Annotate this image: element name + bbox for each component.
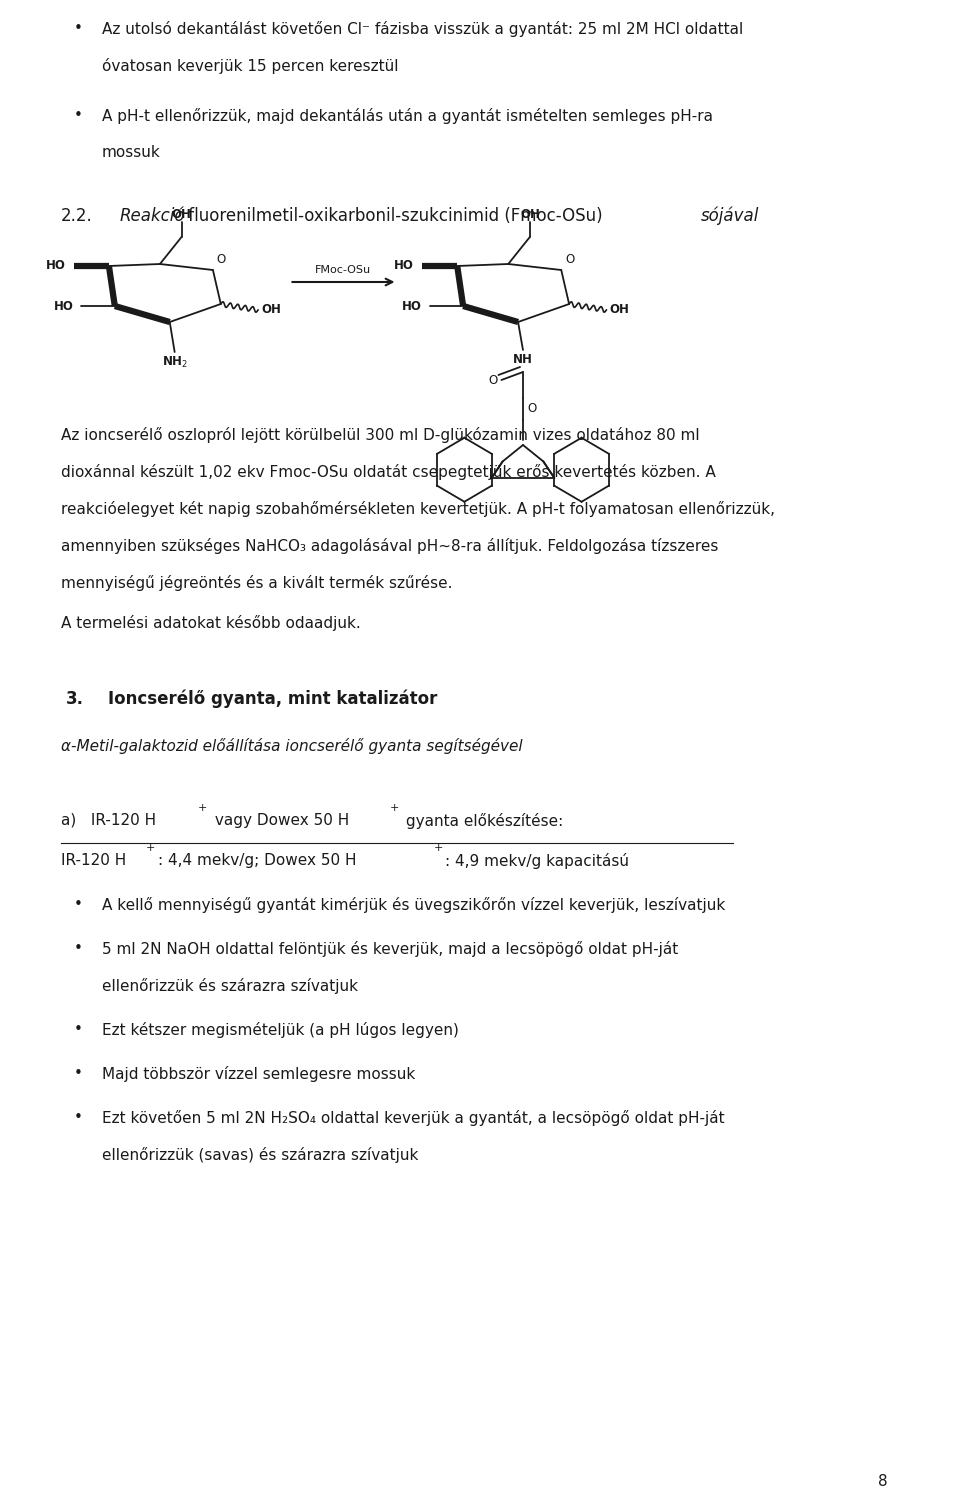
Text: a)   IR-120 H: a) IR-120 H: [60, 813, 156, 828]
Text: HO: HO: [54, 299, 74, 312]
Text: reakcióelegyet két napig szobahőmérsékleten kevertetjük. A pH-t folyamatosan ell: reakcióelegyet két napig szobahőmérsékle…: [60, 501, 775, 518]
Text: HO: HO: [402, 299, 421, 312]
Text: ellenőrizzük (savas) és szárazra szívatjuk: ellenőrizzük (savas) és szárazra szívatj…: [102, 1147, 419, 1163]
Text: OH: OH: [520, 208, 540, 220]
Text: 3.: 3.: [65, 690, 84, 708]
Text: •: •: [74, 21, 83, 36]
Text: Ioncserélő gyanta, mint katalizátor: Ioncserélő gyanta, mint katalizátor: [108, 690, 438, 709]
Text: O: O: [217, 254, 227, 266]
Text: NH$_2$: NH$_2$: [161, 355, 187, 370]
Text: 5 ml 2N NaOH oldattal felöntjük és keverjük, majd a lecsöpögő oldat pH-ját: 5 ml 2N NaOH oldattal felöntjük és kever…: [102, 942, 679, 957]
Text: •: •: [74, 109, 83, 124]
Text: NH: NH: [513, 353, 533, 367]
Text: •: •: [74, 1065, 83, 1080]
Text: Reakció: Reakció: [120, 207, 185, 225]
Text: +: +: [198, 803, 207, 813]
Text: Majd többször vízzel semlegesre mossuk: Majd többször vízzel semlegesre mossuk: [102, 1065, 416, 1082]
Text: A kellő mennyiségű gyantát kimérjük és üvegszikőrőn vízzel keverjük, leszívatjuk: A kellő mennyiségű gyantát kimérjük és ü…: [102, 896, 726, 913]
Text: ellenőrizzük és szárazra szívatjuk: ellenőrizzük és szárazra szívatjuk: [102, 978, 358, 994]
Text: •: •: [74, 896, 83, 911]
Text: +: +: [146, 844, 156, 853]
Text: HO: HO: [46, 260, 65, 273]
Text: amennyiben szükséges NaHCO₃ adagolásával pH~8-ra állítjuk. Feldolgozása tízszere: amennyiben szükséges NaHCO₃ adagolásával…: [60, 539, 718, 554]
Text: Az utolsó dekantálást követően Cl⁻ fázisba visszük a gyantát: 25 ml 2M HCl oldat: Az utolsó dekantálást követően Cl⁻ fázis…: [102, 21, 743, 38]
Text: óvatosan keverjük 15 percen keresztül: óvatosan keverjük 15 percen keresztül: [102, 57, 398, 74]
Text: OH: OH: [610, 303, 629, 317]
Text: vagy Dowex 50 H: vagy Dowex 50 H: [210, 813, 349, 828]
Text: •: •: [74, 1022, 83, 1037]
Text: A termelési adatokat később odaadjuk.: A termelési adatokat később odaadjuk.: [60, 616, 361, 631]
Text: Az ioncserélő oszlopról lejött körülbelül 300 ml D-glükózamin vizes oldatához 80: Az ioncserélő oszlopról lejött körülbelü…: [60, 427, 700, 444]
Text: : 4,4 mekv/g; Dowex 50 H: : 4,4 mekv/g; Dowex 50 H: [158, 853, 356, 868]
Text: dioxánnal készült 1,02 ekv Fmoc-OSu oldatát csepegtetjük erős kevertetés közben.: dioxánnal készült 1,02 ekv Fmoc-OSu olda…: [60, 463, 715, 480]
Text: OH: OH: [261, 303, 281, 317]
Text: 8: 8: [878, 1474, 888, 1489]
Text: •: •: [74, 942, 83, 957]
Text: gyanta előkészítése:: gyanta előkészítése:: [401, 813, 564, 828]
Text: +: +: [390, 803, 399, 813]
Text: O: O: [527, 401, 536, 415]
Text: O: O: [489, 374, 497, 388]
Text: α-Metil-​galaktozid előállítása ioncserélő gyanta segítségével: α-Metil-​galaktozid előállítása ioncseré…: [60, 738, 522, 754]
Text: OH: OH: [172, 208, 191, 220]
Text: Ezt kétszer megismételjük (a pH lúgos legyen): Ezt kétszer megismételjük (a pH lúgos le…: [102, 1022, 459, 1038]
Text: mossuk: mossuk: [102, 145, 160, 160]
Text: sójával: sójával: [701, 207, 759, 225]
Text: Ezt követően 5 ml 2N H₂SO₄ oldattal keverjük a gyantát, a lecsöpögő oldat pH-ját: Ezt követően 5 ml 2N H₂SO₄ oldattal keve…: [102, 1111, 725, 1126]
Text: : 4,9 mekv/g kapacitású: : 4,9 mekv/g kapacitású: [445, 853, 630, 869]
Text: IR-120 H: IR-120 H: [60, 853, 126, 868]
Text: mennyiségű jégreöntés és a kivált termék szűrése.: mennyiségű jégreöntés és a kivált termék…: [60, 575, 452, 592]
Text: 2.2.: 2.2.: [60, 207, 92, 225]
Text: HO: HO: [395, 260, 414, 273]
Text: •: •: [74, 1111, 83, 1126]
Text: fluorenilmetil-oxikarbonil-szukcinimid (Fmoc-OSu): fluorenilmetil-oxikarbonil-szukcinimid (…: [183, 207, 609, 225]
Text: O: O: [565, 254, 574, 266]
Text: FMoc-OSu: FMoc-OSu: [315, 266, 372, 275]
Text: A pH-t ellenőrizzük, majd dekantálás után a gyantát ismételten semleges pH-ra: A pH-t ellenőrizzük, majd dekantálás utá…: [102, 109, 713, 124]
Text: +: +: [434, 844, 444, 853]
